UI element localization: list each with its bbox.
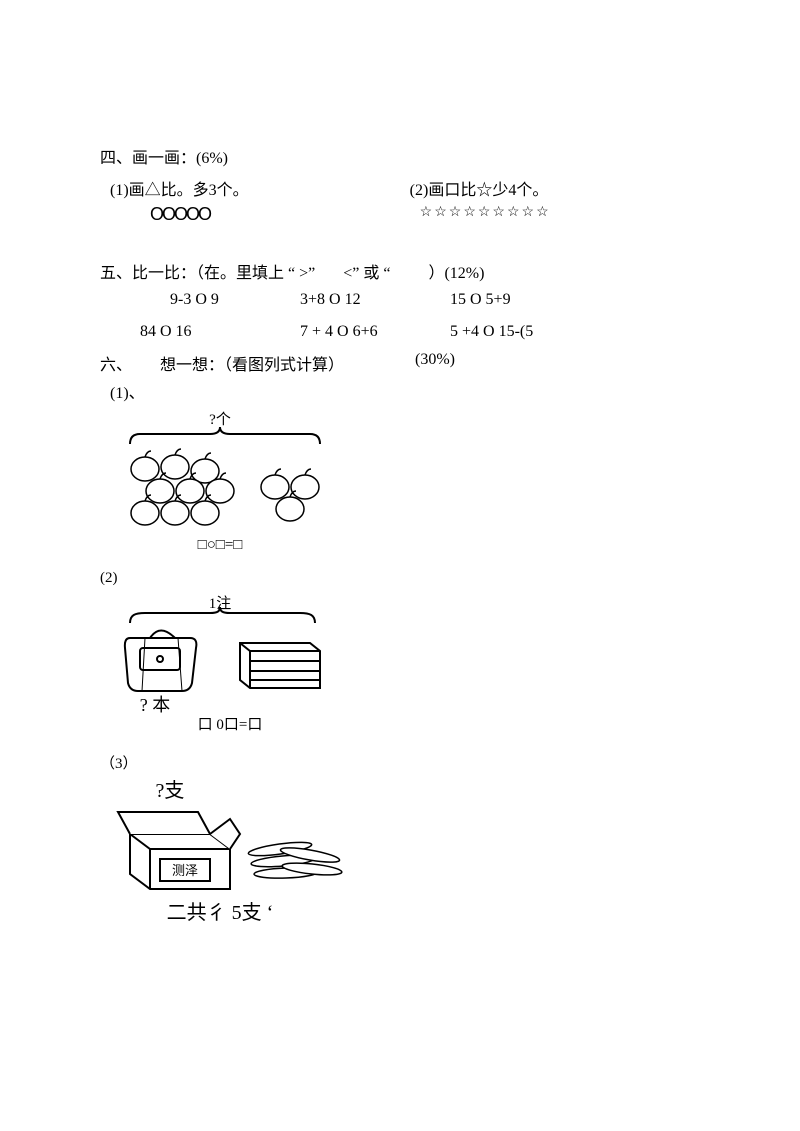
q4-circles: OOOOO — [100, 204, 410, 225]
q5-r1-b: 3+8 O 12 — [300, 291, 450, 309]
apples-svg: ?个 □○□=□ — [100, 409, 340, 559]
q6-p2-left: ? 本 — [140, 695, 171, 715]
q5-r2-a: 84 O 16 — [100, 323, 300, 341]
box-pens-svg: ?支 测泽 二共彳 5支 ‘ — [100, 779, 360, 929]
q6-title-b: 想一想：（看图列式计算） — [160, 351, 415, 375]
q5-title-b: <” 或 “ — [343, 265, 390, 282]
q6-p2-eq: 口 0口=口 — [198, 717, 263, 733]
bag-books-svg: 1注 ? 本 口 0口=口 — [100, 593, 340, 733]
q5-title-c: ）(12%) — [428, 265, 484, 282]
q4-p2: (2)画口比☆少4个。 — [410, 176, 700, 200]
q5-r1-a: 9-3 O 9 — [100, 291, 300, 309]
q6-p3-bottom: 二共彳 5支 ‘ — [167, 901, 274, 924]
q6-p1-label: (1)、 — [100, 379, 700, 403]
q5-r1-c: 15 O 5+9 — [450, 291, 590, 309]
q6-p3-top: ?支 — [156, 779, 185, 802]
q6-p2-figure: 1注 ? 本 口 0口=口 — [100, 593, 700, 738]
q5-r2-b: 7 + 4 O 6+6 — [300, 323, 450, 341]
q6-p3-label: （3） — [100, 752, 700, 773]
q5-title-row: 五、比一比：（在。里填上 “ >” <” 或 “ ）(12%) — [100, 259, 700, 283]
q6-p3-box: 测泽 — [172, 863, 198, 878]
q5-r2: 84 O 16 7 + 4 O 6+6 5 +4 O 15-(5 — [100, 323, 700, 341]
worksheet-page: 四、画一画：(6%) (1)画△比。多3个。 OOOOO (2)画口比☆少4个。… — [0, 0, 800, 974]
q4-p1: (1)画△比。多3个。 — [100, 176, 410, 200]
q4-row: (1)画△比。多3个。 OOOOO (2)画口比☆少4个。 ☆☆☆☆☆☆☆☆☆ — [100, 172, 700, 229]
q6-p1-eq: □○□=□ — [198, 537, 243, 553]
q6-title-c: (30%) — [415, 351, 515, 375]
q6-title-a: 六、 — [100, 351, 160, 375]
q6-p1-top: ?个 — [209, 411, 231, 428]
q6-p3-figure: ?支 测泽 二共彳 5支 ‘ — [100, 779, 700, 934]
q5-r2-c: 5 +4 O 15-(5 — [450, 323, 590, 341]
q4-title: 四、画一画：(6%) — [100, 144, 700, 168]
q6-p2-label: (2) — [100, 570, 700, 587]
q6-p1-figure: ?个 □○□=□ — [100, 409, 700, 564]
q5-title-a: 五、比一比：（在。里填上 “ >” — [100, 265, 315, 282]
q6-title-row: 六、 想一想：（看图列式计算） (30%) — [100, 351, 700, 375]
q4-stars: ☆☆☆☆☆☆☆☆☆ — [410, 204, 700, 221]
q5-r1: 9-3 O 9 3+8 O 12 15 O 5+9 — [100, 291, 700, 309]
